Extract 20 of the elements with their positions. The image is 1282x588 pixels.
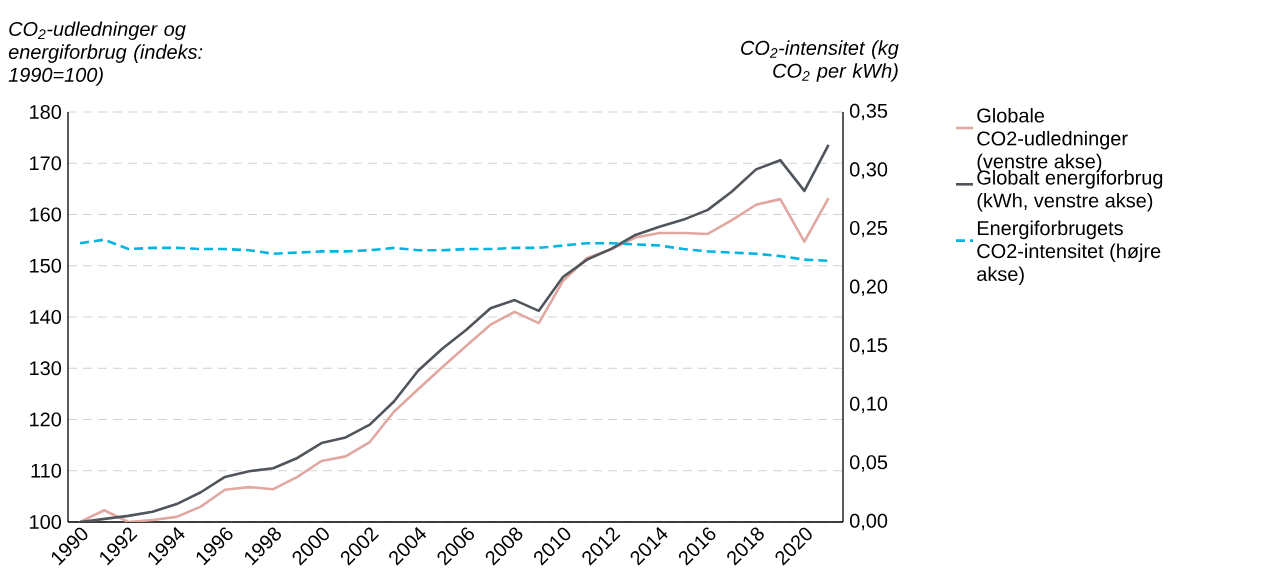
y2-tick-label: 0,10: [849, 396, 888, 414]
y-tick-label: 140: [30, 309, 62, 325]
y-axis-title: CO$_{2}$-udledninger og energiforbrug (indeks: 1990=100): [8, 21, 203, 86]
y-tick-label: 100: [30, 514, 62, 530]
y-tick-label: 160: [30, 207, 62, 222]
y-tick-label: 150: [30, 258, 62, 273]
y2-tick-label: 0,25: [849, 220, 888, 238]
y2-tick-label: 0,00: [849, 513, 888, 531]
y2-tick-label: 0,20: [849, 279, 888, 296]
y2-tick-label: 0,35: [849, 103, 888, 121]
y-tick-label: 170: [30, 156, 62, 171]
y-tick-label: 110: [31, 463, 62, 478]
y-tick-label: 130: [30, 361, 62, 376]
legend-label: Energiforbrugets CO2-intensitet (højre akse): [977, 220, 1161, 285]
y2-tick-label: 0,15: [849, 338, 888, 355]
y2-axis-title: CO$_{2}$-intensitet (kg CO$_{2}$ per kWh): [741, 40, 899, 82]
y2-tick-label: 0,05: [849, 455, 888, 472]
y-tick-label: 180: [30, 104, 62, 120]
y-tick-label: 120: [30, 412, 62, 427]
y2-tick-label: 0,30: [849, 162, 888, 179]
